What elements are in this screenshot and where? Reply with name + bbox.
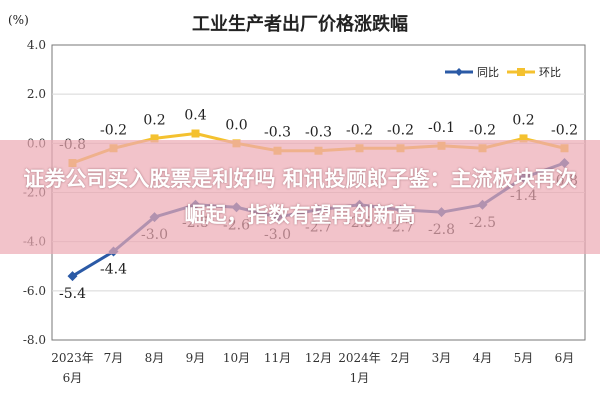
data-label-mom: -0.2 (469, 122, 496, 138)
data-label-yoy: -4.4 (100, 262, 127, 278)
data-point-mom (191, 129, 200, 138)
x-tick-label: 2023年 (51, 351, 94, 365)
x-tick-label: 6月 (555, 351, 575, 365)
y-tick-label: -8.0 (23, 333, 46, 347)
overlay-banner: 证券公司买入股票是利好吗 和讯投顾郎子鉴：主流板块再次崛起，指数有望再创新高 (0, 140, 600, 254)
data-point-mom (519, 134, 528, 143)
y-tick-label: 4.0 (27, 38, 46, 52)
x-tick-label: 6月 (63, 371, 83, 385)
x-tick-label: 8月 (145, 351, 165, 365)
data-point-yoy (67, 271, 78, 282)
data-point-mom (150, 134, 159, 143)
x-tick-label: 4月 (473, 351, 493, 365)
y-axis-unit: (%) (8, 13, 29, 27)
x-tick-label: 11月 (264, 351, 291, 365)
chart-title: 工业生产者出厂价格涨跌幅 (192, 13, 408, 35)
overlay-headline[interactable]: 证券公司买入股票是利好吗 和讯投顾郎子鉴：主流板块再次崛起，指数有望再创新高 (23, 167, 577, 227)
data-label-mom: 0.4 (184, 108, 206, 124)
x-tick-label: 2月 (391, 351, 411, 365)
legend-label: 环比 (539, 66, 561, 79)
data-label-mom: -0.3 (305, 125, 332, 141)
data-label-mom: -0.1 (428, 120, 455, 136)
x-tick-label: 5月 (514, 351, 534, 365)
x-tick-label: 2024年 (338, 351, 381, 365)
data-label-mom: -0.2 (346, 122, 373, 138)
x-tick-label: 12月 (305, 351, 332, 365)
data-label-mom: -0.2 (551, 122, 578, 138)
legend-label: 同比 (477, 66, 499, 79)
x-tick-label: 10月 (223, 351, 250, 365)
x-tick-label: 7月 (104, 351, 124, 365)
y-tick-label: -6.0 (23, 284, 46, 298)
legend-marker (517, 68, 525, 76)
x-tick-label: 1月 (350, 371, 370, 385)
data-label-yoy: -5.4 (59, 286, 86, 302)
data-label-mom: -0.2 (100, 122, 127, 138)
data-label-mom: 0.0 (225, 117, 247, 133)
data-label-mom: 0.2 (512, 112, 534, 128)
x-tick-label: 9月 (186, 351, 206, 365)
data-label-mom: -0.3 (264, 125, 291, 141)
data-label-mom: 0.2 (143, 112, 165, 128)
legend-marker (455, 68, 463, 76)
y-tick-label: 2.0 (27, 87, 46, 101)
data-label-mom: -0.2 (387, 122, 414, 138)
x-tick-label: 3月 (432, 351, 452, 365)
